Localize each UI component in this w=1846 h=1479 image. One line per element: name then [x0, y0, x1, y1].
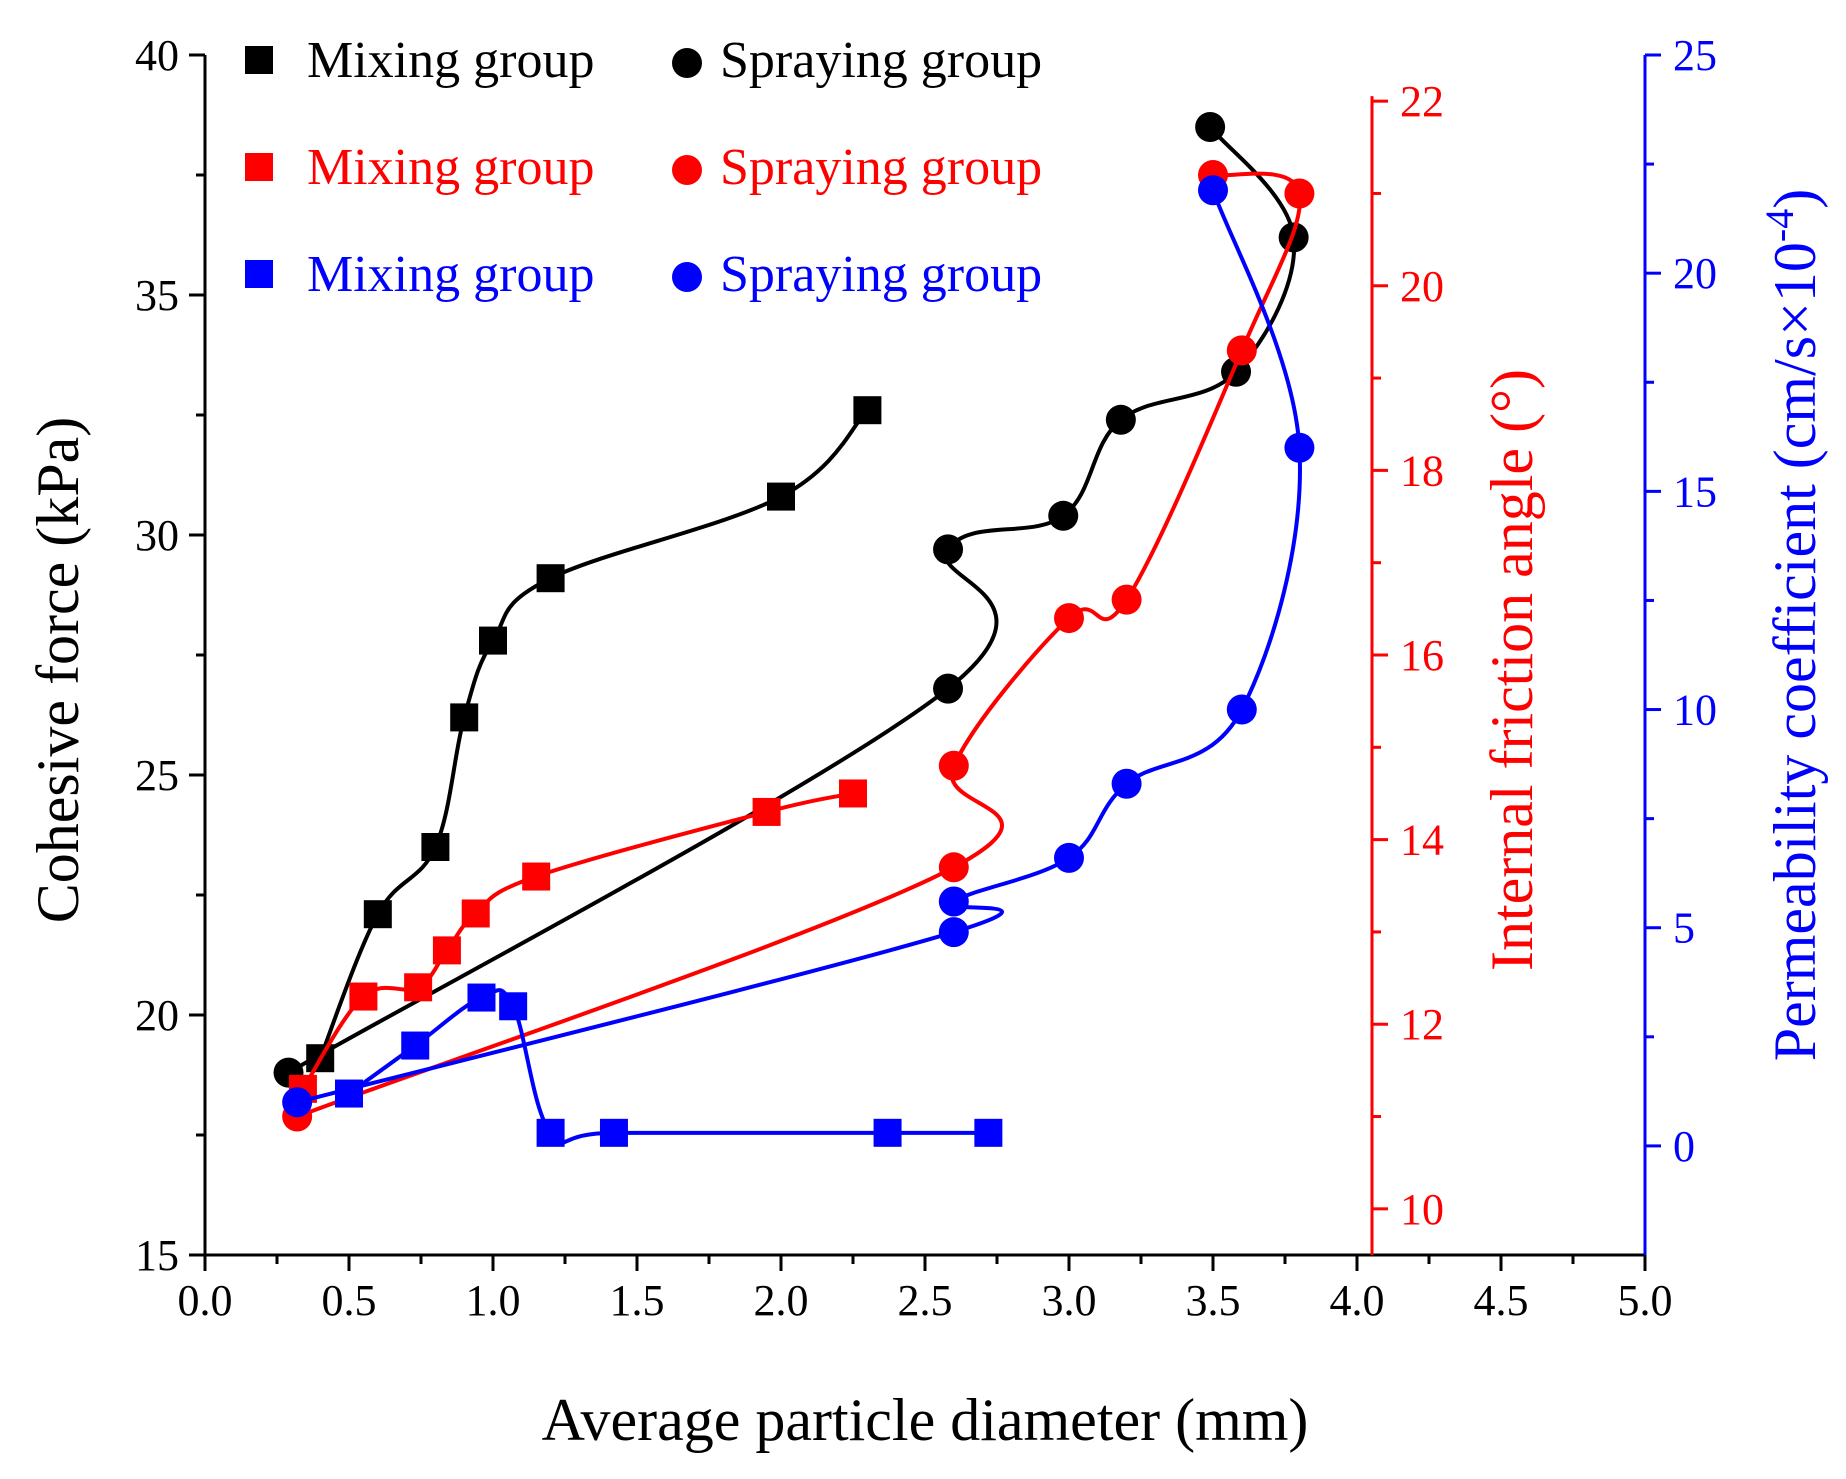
legend-spraying-label: Spraying group — [720, 246, 1042, 303]
left-circle-series-point — [933, 534, 964, 565]
right1-axis-title: Internal friction angle (°) — [1479, 369, 1545, 971]
right2-circle-series-point — [282, 1087, 313, 1118]
right1-square-series-point — [839, 779, 867, 808]
legend-mixing-label: Mixing group — [307, 32, 594, 89]
legend-mixing-marker — [245, 46, 273, 74]
x-tick-label: 2.0 — [754, 1276, 809, 1325]
right1-tick-label: 22 — [1400, 77, 1444, 126]
right2-circle-series-point — [1284, 432, 1315, 463]
x-tick-label: 1.0 — [466, 1276, 521, 1325]
left-tick-label: 20 — [135, 991, 179, 1040]
right1-square-series-point — [349, 982, 378, 1011]
left-tick-label: 30 — [135, 511, 179, 560]
right2-tick-label: 5 — [1673, 904, 1695, 953]
right2-axis-title-end: ) — [1762, 189, 1828, 209]
right2-circle-series-point — [938, 886, 969, 917]
x-tick-label: 0.5 — [322, 1276, 377, 1325]
right2-circle-series-point — [1226, 694, 1257, 725]
legend-mixing-marker — [245, 260, 273, 288]
x-axis-title: Average particle diameter (mm) — [542, 1387, 1309, 1453]
legend-spraying-label: Spraying group — [720, 139, 1042, 196]
right2-square-series-point — [974, 1118, 1003, 1147]
left-tick-label: 35 — [135, 271, 179, 320]
right1-square-series-line — [301, 791, 854, 1090]
right1-square-series-point — [404, 973, 433, 1002]
x-tick-label: 4.5 — [1474, 1276, 1529, 1325]
legend-mixing-label: Mixing group — [307, 139, 594, 196]
right1-circle-series-point — [1284, 178, 1315, 209]
right2-square-series-point — [873, 1118, 902, 1147]
right2-axis-title-main: Permeability coefficient (cm/s×10 — [1762, 242, 1828, 1061]
left-tick-label: 15 — [135, 1231, 179, 1280]
right2-square-series-point — [467, 983, 496, 1012]
right2-tick-label: 20 — [1673, 249, 1717, 298]
legend-mixing-label: Mixing group — [307, 246, 594, 303]
right2-square-series-point — [499, 992, 528, 1021]
legend-spraying-marker — [672, 262, 702, 292]
left-circle-series-point — [1105, 404, 1136, 435]
right1-circle-series-point — [1111, 584, 1142, 615]
right2-circle-series-point — [1198, 175, 1228, 206]
legend: Mixing group Spraying group Mixing group Sp… — [245, 32, 1042, 303]
left-circle-series-point — [933, 673, 964, 704]
right2-circle-series-point — [938, 917, 969, 948]
right2-axis-title-sup: -4 — [1757, 209, 1802, 242]
left-square-series-point — [450, 703, 479, 732]
x-tick-label: 4.0 — [1330, 1276, 1385, 1325]
right1-tick-label: 20 — [1400, 262, 1444, 311]
right2-square-series-point — [335, 1079, 363, 1108]
right1-square-series-point — [522, 862, 551, 891]
x-tick-label: 5.0 — [1618, 1276, 1673, 1325]
legend-spraying-marker — [672, 155, 702, 185]
right2-square-series-point — [401, 1031, 430, 1060]
x-tick-label: 1.5 — [610, 1276, 665, 1325]
legend-spraying-label: Spraying group — [720, 32, 1042, 89]
right1-square-series-point — [752, 797, 781, 826]
right2-axis-title: Permeability coefficient (cm/s×10-4) — [1757, 189, 1828, 1061]
x-tick-label: 3.5 — [1186, 1276, 1241, 1325]
left-square-series-point — [421, 833, 450, 861]
left-square-series-point — [363, 900, 392, 929]
left-square-series-point — [536, 564, 565, 593]
right2-square-series-point — [536, 1118, 565, 1147]
right2-tick-label: 15 — [1673, 467, 1717, 516]
left-tick-label: 25 — [135, 751, 179, 800]
right1-circle-series-point — [938, 852, 969, 883]
right1-tick-label: 16 — [1400, 631, 1444, 680]
left-square-series-point — [767, 482, 795, 511]
x-tick-label: 2.5 — [898, 1276, 953, 1325]
right2-circle-series-point — [1111, 768, 1142, 799]
left-circle-series-point — [1195, 112, 1226, 142]
x-tick-label: 0.0 — [178, 1276, 233, 1325]
right1-circle-series-point — [938, 750, 969, 781]
right2-tick-label: 0 — [1673, 1122, 1695, 1171]
axes: 0.0 0.5 1.0 1.5 2.0 2.5 3.0 3.5 4.0 4.5 5.0 15 20 25 3… — [135, 31, 1717, 1325]
right1-tick-label: 10 — [1400, 1185, 1444, 1234]
legend-mixing-marker — [245, 153, 273, 181]
left-square-series-point — [479, 626, 507, 655]
right1-circle-series-point — [1054, 603, 1084, 634]
right1-tick-label: 18 — [1400, 446, 1444, 495]
left-square-series-point — [853, 396, 882, 425]
right1-tick-label: 14 — [1400, 816, 1444, 865]
right2-tick-label: 10 — [1673, 686, 1717, 735]
right1-circle-series-point — [1226, 335, 1257, 366]
left-tick-label: 40 — [135, 31, 179, 80]
right1-square-series-point — [461, 899, 490, 928]
x-tick-label: 3.0 — [1042, 1276, 1097, 1325]
right2-tick-label: 25 — [1673, 31, 1717, 80]
right2-circle-series-line — [296, 189, 1302, 1105]
right1-square-series-point — [432, 936, 461, 965]
left-axis-title: Cohesive force (kPa) — [25, 417, 91, 923]
right2-circle-series-point — [1054, 842, 1084, 873]
left-circle-series-point — [1048, 500, 1079, 531]
series — [273, 112, 1315, 1147]
right1-tick-label: 12 — [1400, 1000, 1444, 1049]
right2-square-series-point — [599, 1118, 628, 1147]
legend-spraying-marker — [672, 48, 702, 78]
